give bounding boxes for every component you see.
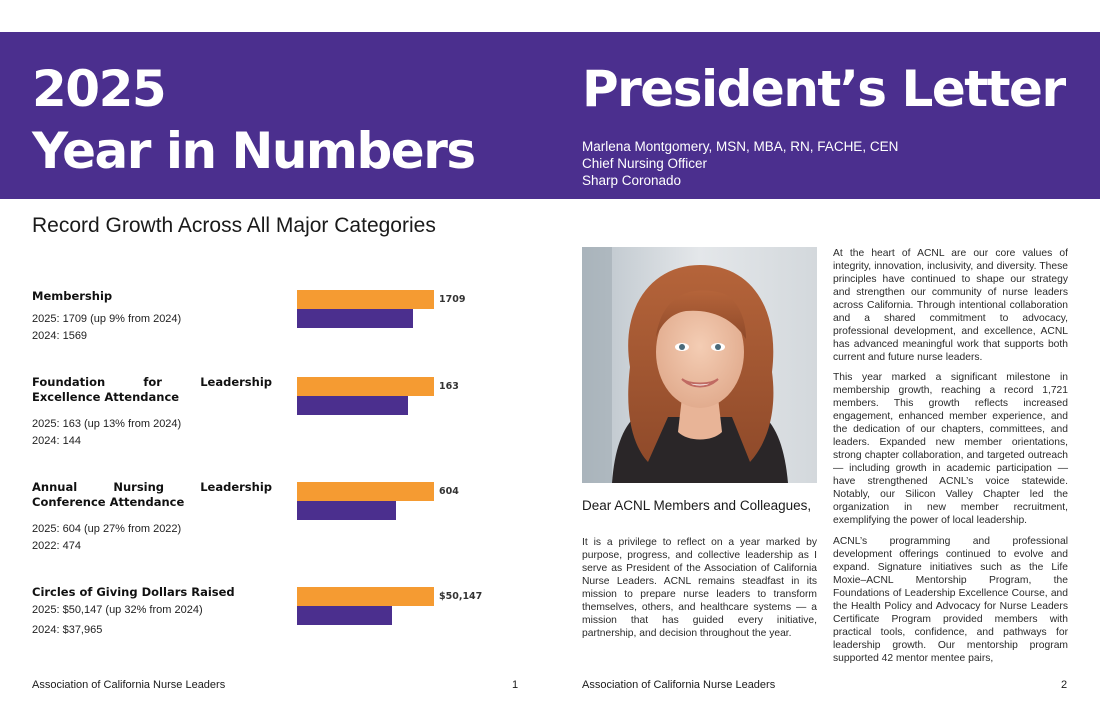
bar-current-foundation: [297, 377, 434, 396]
bar-previous-membership: [297, 309, 413, 328]
stat-previous-text: 2024: 1569: [32, 330, 88, 342]
footer-page-number-left: 1: [512, 679, 519, 691]
header-banner: [0, 32, 1100, 199]
stat-foundation-attendance: Foundation for Leadership Excellence Att…: [32, 375, 272, 447]
letter-intro-paragraph: It is a privilege to reflect on a year m…: [582, 537, 817, 639]
presidents-letter-title: President’s Letter: [582, 60, 1066, 118]
bar-previous-giving: [297, 606, 392, 625]
bar-previous-foundation: [297, 396, 408, 415]
author-name: Marlena Montgomery, MSN, MBA, RN, FACHE,…: [582, 139, 899, 154]
stat-membership: Membership 2025: 1709 (up 9% from 2024) …: [32, 289, 272, 342]
footer-org-left: Association of California Nurse Leaders: [32, 679, 226, 691]
bar-current-membership: [297, 290, 434, 309]
letter-paragraph-programming: ACNL’s programming and professional deve…: [833, 536, 1068, 664]
bar-current-giving: [297, 587, 434, 606]
author-block: Marlena Montgomery, MSN, MBA, RN, FACHE,…: [582, 138, 898, 189]
portrait-illustration: [582, 247, 817, 483]
stat-previous-text: 2022: 474: [32, 540, 81, 552]
footer-page-number-right: 2: [1061, 679, 1068, 691]
bar-value-label: 604: [439, 486, 459, 497]
stat-current-text: 2025: 604 (up 27% from 2022): [32, 523, 182, 535]
bar-value-label: $50,147: [439, 591, 483, 602]
author-role: Chief Nursing Officer: [582, 156, 708, 171]
footer-org-right: Association of California Nurse Leaders: [582, 679, 776, 691]
bar-value-label: 1709: [439, 294, 466, 305]
title-line-year: 2025: [32, 60, 167, 118]
year-in-numbers-title: 2025 Year in Numbers: [32, 58, 476, 182]
section-title: Record Growth Across All Major Categorie…: [32, 214, 436, 237]
stat-current-text: 2025: 163 (up 13% from 2024): [32, 418, 182, 430]
stat-label: Circles of Giving Dollars Raised: [32, 585, 235, 599]
bar-current-conference: [297, 482, 434, 501]
stat-circles-of-giving: Circles of Giving Dollars Raised 2025: $…: [32, 585, 272, 636]
stat-current-text: 2025: $50,147 (up 32% from 2024): [32, 604, 203, 616]
letter-paragraph-membership: This year marked a significant milestone…: [833, 372, 1068, 526]
bar-previous-conference: [297, 501, 396, 520]
letter-salutation: Dear ACNL Members and Colleagues,: [582, 498, 812, 513]
author-org: Sharp Coronado: [582, 173, 682, 188]
stat-label: Foundation for Leadership Excellence Att…: [32, 375, 272, 404]
title-line-year-in-numbers: Year in Numbers: [32, 122, 476, 180]
stat-label: Membership: [32, 289, 113, 303]
president-portrait: [582, 247, 817, 483]
stat-previous-text: 2024: 144: [32, 435, 81, 447]
stat-conference-attendance: Annual Nursing Leadership Conference Att…: [32, 480, 272, 552]
bar-value-label: 163: [439, 381, 459, 392]
stat-previous-text: 2024: $37,965: [32, 624, 103, 636]
stat-current-text: 2025: 1709 (up 9% from 2024): [32, 313, 182, 325]
letter-paragraph-values: At the heart of ACNL are our core values…: [833, 248, 1068, 363]
stat-label: Annual Nursing Leadership Conference Att…: [32, 480, 272, 509]
